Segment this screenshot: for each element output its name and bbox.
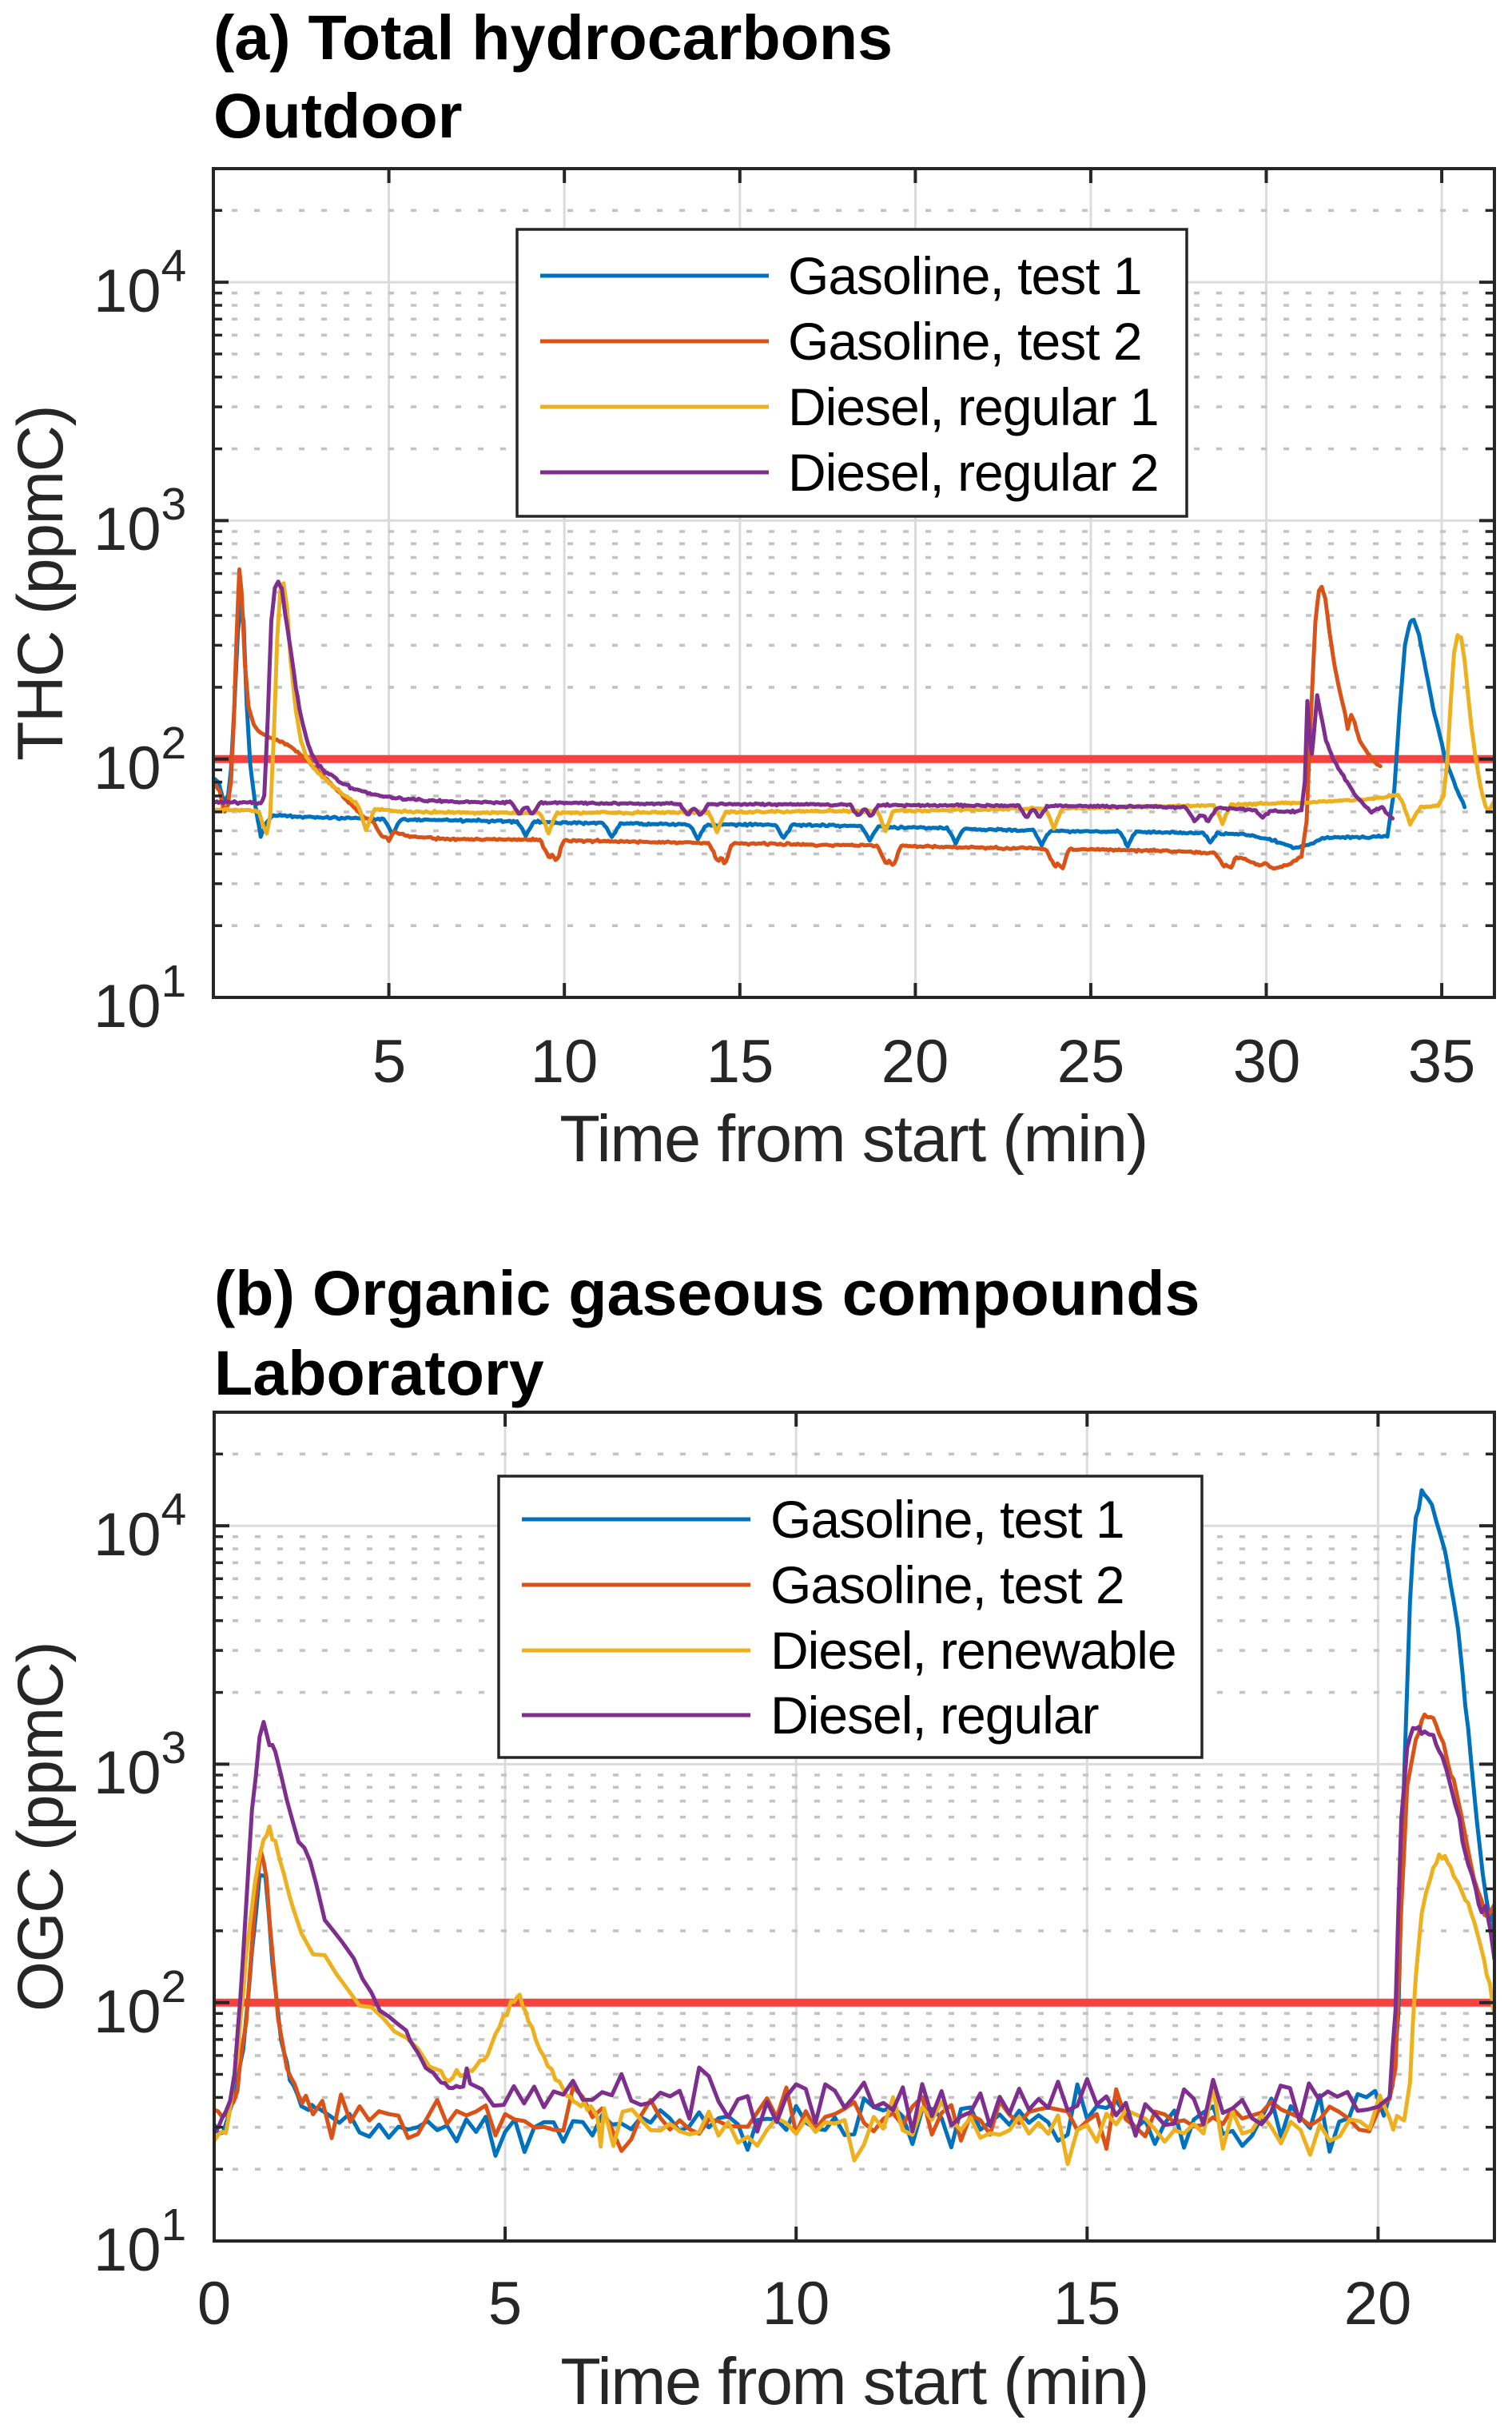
- svg-text:Laboratory: Laboratory: [214, 1337, 544, 1408]
- svg-text:Gasoline, test 1: Gasoline, test 1: [770, 1490, 1124, 1549]
- svg-text:Diesel, regular 1: Diesel, regular 1: [788, 377, 1159, 436]
- svg-text:25: 25: [1057, 1028, 1125, 1096]
- svg-text:10: 10: [762, 2270, 830, 2338]
- svg-text:Time from start (min): Time from start (min): [559, 1101, 1147, 1176]
- svg-text:Gasoline, test 1: Gasoline, test 1: [788, 246, 1142, 305]
- svg-text:(a) Total hydrocarbons: (a) Total hydrocarbons: [213, 2, 893, 73]
- svg-text:Outdoor: Outdoor: [213, 80, 463, 151]
- svg-text:35: 35: [1408, 1028, 1476, 1096]
- svg-text:(b) Organic gaseous compounds: (b) Organic gaseous compounds: [214, 1257, 1200, 1328]
- svg-text:Diesel, regular 2: Diesel, regular 2: [788, 443, 1159, 502]
- svg-text:30: 30: [1233, 1028, 1301, 1096]
- svg-text:20: 20: [881, 1028, 949, 1096]
- svg-text:0: 0: [197, 2270, 231, 2338]
- svg-text:15: 15: [706, 1028, 774, 1096]
- svg-text:Diesel, renewable: Diesel, renewable: [770, 1621, 1176, 1680]
- svg-text:OGC (ppmC): OGC (ppmC): [5, 1642, 77, 2012]
- svg-text:5: 5: [488, 2270, 522, 2338]
- svg-text:10: 10: [531, 1028, 599, 1096]
- svg-text:Gasoline, test 2: Gasoline, test 2: [770, 1555, 1124, 1614]
- svg-text:15: 15: [1053, 2270, 1121, 2338]
- svg-text:5: 5: [372, 1028, 406, 1096]
- svg-text:Diesel, regular: Diesel, regular: [770, 1686, 1099, 1745]
- svg-text:Time from start (min): Time from start (min): [560, 2344, 1148, 2418]
- svg-text:THC (ppmC): THC (ppmC): [5, 406, 77, 761]
- svg-text:20: 20: [1344, 2270, 1412, 2338]
- svg-text:Gasoline, test 2: Gasoline, test 2: [788, 312, 1142, 371]
